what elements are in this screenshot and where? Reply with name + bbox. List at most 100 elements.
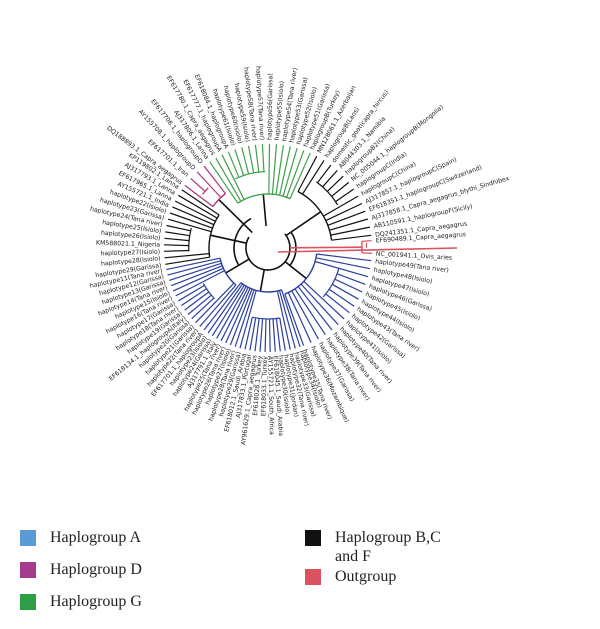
tip-label: haplotype57(Tana river) [254,66,265,140]
tip-branch [167,260,221,276]
legend-swatch-haplogroup-bcf [305,530,321,546]
tip-branch [234,149,245,176]
tip-branch [291,290,319,340]
tip-label: haplotype56(Garissa) [267,73,275,140]
tip-branch [190,177,206,192]
tip-branch [207,283,244,334]
tip-branch [187,294,212,315]
clade-arc [240,282,282,293]
tip-branch [239,290,257,349]
subclade-arc [188,227,192,252]
tip-branch [271,144,278,195]
clade-arc [219,258,237,286]
subclade-arc [322,268,340,298]
tip-branch [297,286,333,331]
tip-branch [278,290,296,349]
tip-branch [261,144,265,172]
tip-branch [199,284,237,327]
tip-branch [276,290,291,350]
tip-branch [282,148,298,197]
tip-branch [330,226,371,236]
tip-branch [191,297,215,320]
tip-branch [216,286,247,339]
tip-branch [314,260,369,278]
clade-arc [297,190,333,241]
tip-branch [164,253,210,259]
tip-branch [181,288,207,307]
legend-label-haplogroup-bcf-line2: and F [335,548,371,565]
clade-stem [284,261,307,280]
tip-branch [184,184,214,207]
legend-swatch-haplogroup-d [20,562,36,578]
clade-stem [218,199,253,234]
tip-branch [172,267,224,292]
tip-branch [163,244,189,247]
tip-branch [331,181,350,197]
tip-label: NC_001941.1_Ovis_aries [376,251,453,262]
tip-branch [329,218,369,231]
outgroup-branch [277,247,458,253]
legend-item-haplogroup-a: Haplogroup A [20,528,141,547]
legend-label-haplogroup-bcf: Haplogroup B,C and F [335,528,441,566]
tip-branch [174,200,216,222]
tip-branch [209,161,239,204]
tip-branch [272,318,276,352]
tip-branch [325,293,350,314]
tip-label: EF618033.1_Turkey [260,356,269,417]
tree-branches [163,143,458,353]
tip-branch [275,318,281,352]
tip-branch [169,212,213,229]
clade-arc [208,214,220,258]
tip-branch [281,289,301,348]
tip-branch [172,206,215,226]
legend-item-haplogroup-g: Haplogroup G [20,592,142,611]
tip-branch [211,284,245,337]
tree-tip-labels: MN128061.1_AzerbaijanhaplogroupB(Laos)do… [89,66,510,445]
tip-branch [244,317,253,350]
tip-branch [297,155,318,192]
tip-branch [335,188,355,203]
tip-branch [326,175,344,192]
tip-branch [286,150,305,198]
legend-label-haplogroup-a: Haplogroup A [50,529,142,546]
tip-label: haplotype55(Isiolo) [274,81,286,141]
tip-branch [254,318,260,352]
tip-branch [323,195,359,217]
tip-branch [328,288,355,307]
tip-branch [287,292,312,343]
tip-branch [334,278,363,293]
clade-stem [289,246,363,249]
tip-label: EF618028.1_Turkey [252,355,264,416]
tip-branch [165,256,210,265]
legend-label-outgroup: Outgroup [335,568,397,585]
tip-branch [254,144,260,173]
tip-branch [167,218,212,233]
tip-label: KM588021.1_Nigeria [96,240,161,249]
tip-branch [169,262,222,281]
tip-branch [268,143,271,195]
tip-branch [268,318,271,353]
tip-branch [327,210,366,226]
tip-label: haplotype27(Isiolo) [100,249,160,258]
tip-branch [225,287,251,344]
clade-stem [225,258,250,274]
tip-branch [166,257,221,271]
subclade-arc [201,187,209,195]
tip-branch [294,288,326,336]
clade-arc [237,193,291,204]
legend-label-haplogroup-d: Haplogroup D [50,561,142,578]
tip-branch [234,289,255,347]
legend-swatch-haplogroup-g [20,594,36,610]
tip-branch [164,249,189,252]
tip-branch [331,234,372,241]
tip-branch [164,237,190,242]
phylogenetic-tree: MN128061.1_AzerbaijanhaplogroupB(Laos)do… [89,66,510,445]
tip-branch [322,169,338,188]
tip-branch [203,165,226,194]
tip-branch [300,283,339,326]
tip-branch [315,257,371,270]
legend-label-haplogroup-bcf-line1: Haplogroup B,C [335,529,441,546]
tip-branch [181,189,220,216]
tip-branch [317,164,332,184]
tip-branch [177,194,218,219]
